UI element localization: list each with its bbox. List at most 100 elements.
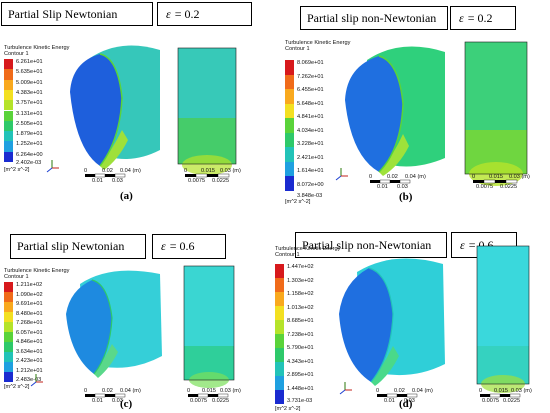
contour-geometry [339, 245, 530, 398]
scale-label: 0.015 [202, 388, 216, 394]
legend-value: 7.262e+01 [297, 73, 324, 80]
legend-title: Turbulence Kinetic Energy Contour 1 [4, 268, 70, 280]
scale-label: 0 [84, 168, 88, 174]
scale-label: 0 [187, 388, 191, 394]
scale-label: 0.03 [112, 398, 123, 404]
legend-value: 6.264e+00 [16, 151, 43, 158]
legend-value: 2.483e-03 [16, 377, 42, 383]
scale-label: 0.03 (m) [509, 174, 530, 180]
scale-label: 0 [84, 388, 88, 394]
cylinder-inner-surface [66, 280, 112, 374]
scale-label: 0.01 [92, 178, 103, 184]
legend-unit: [m^2 s^-2] [4, 384, 30, 390]
scale-label: 0.03 (m) [511, 388, 532, 394]
legend-unit: [m^2 s^-2] [275, 406, 301, 412]
scale-label: 0.0075 [476, 184, 494, 190]
scale-label: 0.0075 [188, 178, 206, 184]
epsilon-symbol: ε [460, 237, 465, 252]
scale-label: 0.015 [201, 168, 215, 174]
legend-value: 5.009e+01 [16, 79, 43, 86]
epsilon-box: ε = 0.2 [450, 6, 516, 30]
scale-label: 0.0225 [212, 178, 230, 184]
axis-triad-icon [339, 382, 352, 395]
contour-geometry [46, 45, 237, 178]
panel-caption: (a) [120, 190, 133, 202]
panel-b: Partial slip non-Newtonian ε = 0.2 Turbu… [275, 0, 550, 206]
legend-value: 5.635e+01 [16, 69, 43, 76]
scale-label: 0.015 [489, 174, 503, 180]
scale-bar-plane [480, 393, 521, 398]
epsilon-box: ε = 0.2 [157, 2, 252, 26]
scale-bar-plane [473, 179, 518, 184]
scale-label: 0.02 [102, 168, 113, 174]
scale-label: 0.03 (m) [220, 388, 241, 394]
legend-value: 2.423e+01 [16, 358, 43, 364]
scale-label: 0.03 [112, 178, 123, 184]
legend-value: 1.448e+01 [287, 385, 314, 392]
legend-title: Turbulence Kinetic Energy Contour 1 [275, 246, 341, 258]
legend-unit: [m^2 s^-2] [4, 167, 30, 173]
cylinder-inner-surface [70, 54, 122, 166]
scale-label: 0.03 (m) [220, 168, 241, 174]
contour-geometry [335, 41, 528, 186]
legend-value: 1.614e+01 [297, 168, 324, 174]
legend-value: 1.211e+02 [16, 282, 43, 288]
legend-value: 1.090e+02 [16, 291, 43, 298]
legend-value: 1.013e+02 [287, 304, 314, 311]
epsilon-value: = 0.6 [169, 239, 195, 253]
scale-label: 0.015 [494, 388, 508, 394]
legend-value: 7.268e+01 [16, 320, 43, 326]
scale-label: 0.0075 [482, 398, 500, 404]
epsilon-value: = 0.2 [174, 6, 200, 21]
legend-value: 3.848e-03 [297, 193, 323, 199]
scale-label: 0.01 [92, 398, 103, 404]
cylinder-rim [100, 130, 128, 170]
panel-title: Partial slip non-Newtonian [295, 232, 447, 258]
contour-plane-top [178, 48, 236, 118]
legend-value: 1.447e+02 [287, 264, 314, 270]
scale-label: 0.01 [384, 398, 395, 404]
legend-value: 4.034e+01 [297, 127, 324, 134]
panel-c: Partial slip Newtonian ε = 0.6 Turbulenc… [0, 206, 275, 412]
contour-plane-top [184, 266, 234, 346]
legend-value: 1.252e+01 [16, 141, 43, 148]
contour-plane-top [477, 246, 529, 346]
scale-label: 0 [472, 174, 476, 180]
legend-value: 4.846e+01 [16, 339, 43, 345]
cylinder-rim [379, 134, 409, 176]
panel-caption: (d) [399, 398, 413, 410]
legend-value: 7.238e+01 [287, 331, 314, 338]
legend-value: 8.480e+01 [16, 310, 43, 317]
panel-d: Partial slip non-Newtonian ε = 0.6 Turbu… [275, 206, 550, 412]
scale-bar-cylinder [85, 173, 126, 178]
legend-value: 6.455e+01 [297, 87, 324, 93]
epsilon-value: = 0.2 [467, 10, 493, 25]
scale-bar-cylinder [85, 393, 126, 398]
scale-label: 0.04 (m) [120, 388, 141, 394]
scale-label: 0 [369, 174, 373, 180]
scale-label: 0.04 (m) [405, 174, 426, 180]
legend-value: 8.685e+01 [287, 318, 314, 324]
legend-value: 4.383e+01 [16, 89, 43, 96]
axis-triad-icon [30, 374, 43, 387]
scale-label: 0.03 [397, 184, 408, 190]
legend-value: 8.069e+01 [297, 60, 324, 66]
legend-value: 3.634e+01 [16, 348, 43, 355]
panel-caption: (c) [120, 398, 133, 410]
epsilon-symbol: ε [166, 6, 171, 21]
legend-value: 1.303e+02 [287, 277, 314, 284]
scale-label: 0.02 [387, 174, 398, 180]
scale-label: 0.02 [394, 388, 405, 394]
legend-value: 3.731e-03 [287, 398, 313, 404]
legend-unit: [m^2 s^-2] [285, 199, 311, 205]
scale-label: 0.0225 [500, 184, 518, 190]
legend-value: 6.261e+01 [16, 59, 43, 65]
contour-plane-top [465, 42, 527, 130]
axis-triad-icon [335, 168, 348, 181]
axis-triad-icon [46, 160, 59, 173]
panel-caption: (b) [399, 191, 413, 203]
legend-value: 6.057e+01 [16, 329, 43, 336]
scale-label: 0.03 [404, 398, 415, 404]
scale-bar-cylinder [370, 179, 411, 184]
panel-title: Partial slip Newtonian [10, 234, 146, 259]
